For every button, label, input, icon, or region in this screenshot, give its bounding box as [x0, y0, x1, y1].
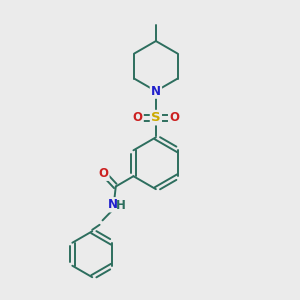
Text: H: H	[116, 199, 126, 212]
Text: O: O	[98, 167, 108, 180]
Text: N: N	[108, 198, 118, 211]
Text: O: O	[133, 111, 142, 124]
Text: N: N	[151, 85, 161, 98]
Text: S: S	[151, 111, 161, 124]
Text: O: O	[169, 111, 179, 124]
